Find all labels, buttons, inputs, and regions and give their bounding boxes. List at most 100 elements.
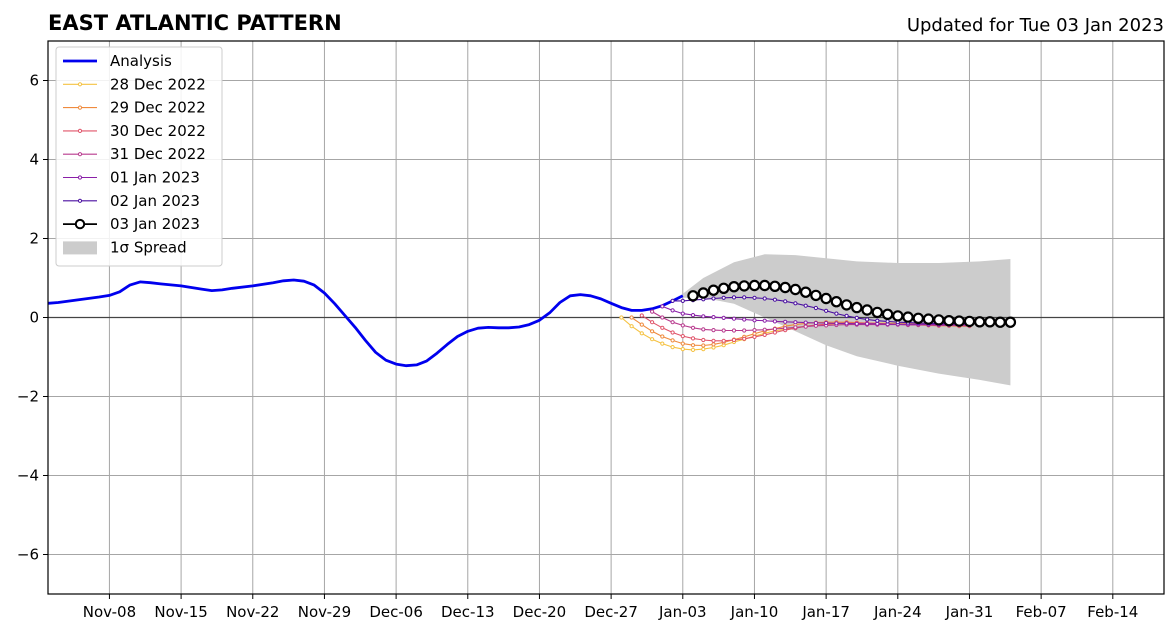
legend-box (55, 46, 223, 267)
forecast-point (711, 338, 716, 343)
legend-label: 03 Jan 2023 (110, 215, 200, 233)
forecast-point (680, 298, 685, 303)
forecast-point (933, 314, 945, 326)
forecast-point (742, 317, 747, 322)
x-tick-label: Nov-29 (298, 603, 351, 621)
forecast-point (994, 316, 1006, 328)
chart-title: EAST ATLANTIC PATTERN (48, 11, 342, 35)
forecast-point (687, 290, 699, 302)
forecast-point (844, 313, 849, 318)
y-tick-label: −6 (17, 546, 39, 564)
legend-marker (77, 152, 83, 157)
forecast-point (701, 327, 706, 332)
legend-marker (77, 175, 83, 180)
forecast-point (974, 316, 986, 328)
forecast-point (701, 343, 706, 348)
forecast-point (670, 298, 675, 303)
forecast-point (680, 347, 685, 352)
forecast-point (680, 323, 685, 328)
forecast-point (650, 309, 655, 314)
forecast-point (803, 324, 808, 329)
legend-marker (74, 218, 86, 230)
forecast-point (820, 292, 832, 305)
legend-label: 29 Dec 2022 (110, 99, 206, 117)
forecast-point (670, 338, 675, 343)
x-tick-label: Jan-24 (873, 603, 922, 621)
forecast-point (769, 280, 781, 292)
y-tick-label: −4 (17, 467, 39, 485)
forecast-point (650, 329, 655, 334)
forecast-point (875, 318, 880, 323)
forecast-point (793, 325, 798, 330)
forecast-point (680, 334, 685, 339)
forecast-point (865, 317, 870, 322)
forecast-point (984, 316, 996, 328)
forecast-point (639, 322, 644, 327)
forecast-point (690, 336, 696, 341)
y-tick-label: 2 (29, 230, 39, 248)
analysis-line (48, 278, 684, 368)
forecast-point (731, 337, 737, 343)
forecast-point (772, 326, 778, 332)
forecast-point (762, 332, 767, 337)
forecast-point (762, 327, 767, 332)
forecast-point (619, 315, 624, 320)
y-tick-label: 6 (29, 72, 39, 90)
x-tick-label: Dec-20 (513, 603, 567, 621)
data-layer (48, 254, 1164, 386)
forecast-point (738, 280, 750, 292)
forecast-point (953, 315, 965, 327)
forecast-point (701, 347, 706, 352)
forecast-point (885, 319, 890, 324)
x-tick-label: Dec-06 (369, 603, 423, 621)
forecast-point (721, 315, 726, 320)
forecast-point (840, 299, 853, 311)
forecast-point (783, 319, 788, 324)
forecast-point (1004, 316, 1017, 328)
forecast-point (772, 297, 778, 302)
forecast-point (854, 315, 859, 320)
legend-label: 30 Dec 2022 (110, 122, 206, 140)
legend-marker (77, 198, 83, 203)
forecast-point (680, 311, 685, 316)
forecast-point (834, 321, 839, 326)
forecast-point (759, 279, 771, 292)
forecast-point (748, 279, 761, 292)
forecast-point (721, 328, 726, 333)
legend: Analysis 28 Dec 2022 29 Dec 2022 30 Dec 202… (55, 46, 223, 267)
forecast-point (871, 306, 884, 319)
forecast-point (800, 286, 812, 298)
forecast-point (793, 320, 798, 325)
forecast-point (762, 296, 767, 301)
forecast-point (752, 328, 757, 333)
legend-label: 28 Dec 2022 (110, 75, 206, 93)
forecast-point (711, 342, 716, 347)
legend-label: Analysis (110, 52, 172, 70)
forecast-point (731, 328, 737, 333)
forecast-point (803, 303, 808, 308)
forecast-point (793, 301, 798, 306)
forecast-point (892, 310, 904, 322)
forecast-point (861, 304, 873, 316)
forecast-point (711, 296, 716, 301)
forecast-point (660, 341, 665, 346)
legend-marker (77, 105, 83, 110)
forecast-point (680, 341, 685, 346)
x-tick-label: Feb-14 (1087, 603, 1138, 621)
x-tick-label: Feb-07 (1016, 603, 1067, 621)
forecast-point (670, 330, 675, 335)
forecast-point (834, 311, 839, 316)
forecast-point (701, 337, 706, 343)
forecast-point (854, 321, 859, 326)
forecast-point (639, 313, 644, 318)
forecast-point (922, 313, 935, 325)
legend-marker (77, 128, 83, 133)
forecast-point (731, 316, 737, 321)
forecast-point (824, 320, 829, 326)
plot-area: Nov-08 Nov-15 Nov-22 Nov-29 Dec-06 Dec-13 Dec-… (17, 40, 1165, 621)
forecast-point (650, 320, 655, 325)
forecast-point (779, 281, 791, 294)
y-tick-label: 4 (29, 151, 39, 169)
forecast-point (742, 336, 747, 341)
